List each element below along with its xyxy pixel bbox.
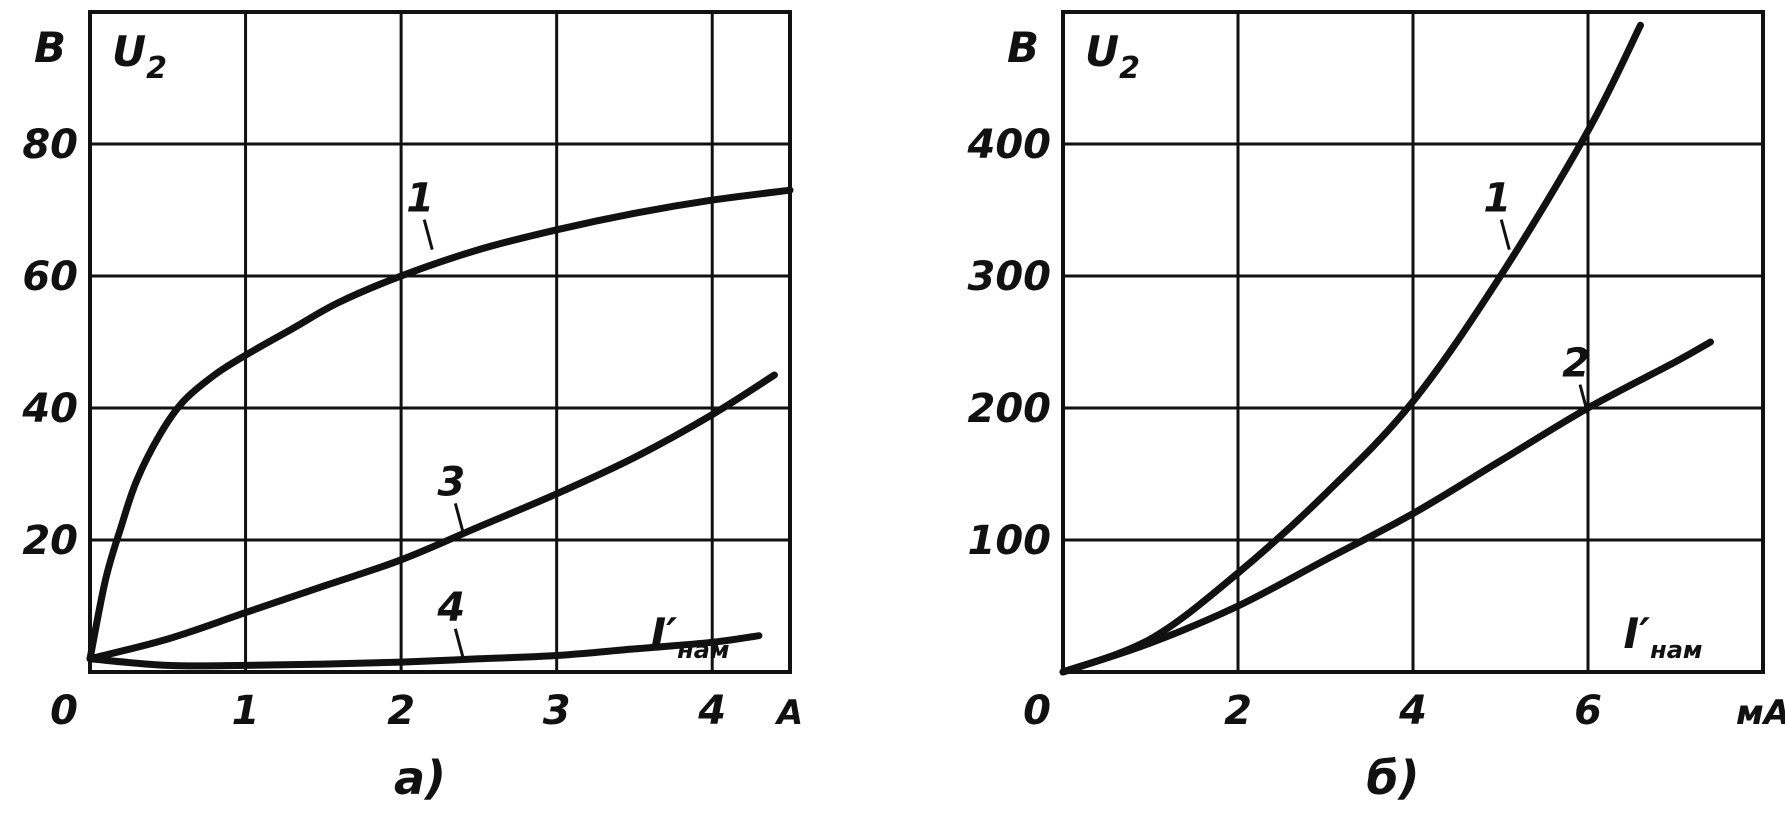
y-axis-symbol: U2 — [1085, 27, 1140, 86]
x-axis-symbol-main: I′ — [1623, 609, 1650, 658]
series-label-1: 1 — [1483, 176, 1511, 222]
y-tick-label: 200 — [968, 386, 1052, 432]
series-leader-2 — [1578, 384, 1590, 415]
x-tick-label: 4 — [1398, 688, 1427, 734]
y-unit-label: В — [1007, 23, 1039, 72]
y-tick-label: 400 — [967, 122, 1052, 168]
panel-label: б) — [1366, 751, 1419, 805]
series-line-4 — [86, 632, 763, 670]
y-tick-label: 60 — [22, 254, 78, 300]
x-unit-label: А — [774, 693, 803, 733]
y-tick-label: 80 — [22, 122, 78, 168]
y-tick-label: 300 — [968, 254, 1052, 300]
x-axis-symbol: I′нам — [1623, 609, 1702, 664]
series-label-1: 1 — [406, 176, 434, 222]
y-axis-symbol-sub: 2 — [146, 51, 167, 86]
x-tick-label: 3 — [543, 688, 571, 734]
series-line-2 — [1059, 338, 1714, 676]
y-axis-symbol-main: U — [1085, 27, 1119, 76]
x-unit-label: мА — [1736, 693, 1785, 733]
y-tick-label: 20 — [22, 518, 78, 564]
x-axis-symbol: I′нам — [650, 609, 729, 664]
x-tick-label: 2 — [1224, 688, 1252, 734]
x-tick-label: 4 — [697, 688, 726, 734]
y-axis-symbol-main: U — [112, 27, 146, 76]
series-line-3 — [86, 371, 778, 663]
series-label-4: 4 — [436, 585, 465, 631]
panel-label: a) — [394, 751, 446, 805]
grid — [1063, 12, 1763, 672]
y-unit-label: В — [34, 23, 66, 72]
origin-label: 0 — [1023, 688, 1051, 734]
x-tick-label: 6 — [1574, 688, 1602, 734]
series-leader-1 — [422, 219, 434, 250]
series-line-1 — [86, 186, 794, 663]
x-tick-label: 2 — [387, 688, 415, 734]
series-label-3: 3 — [437, 459, 465, 505]
plot-frame — [1061, 10, 1765, 674]
series-leader-3 — [453, 503, 465, 534]
y-axis-symbol-sub: 2 — [1119, 51, 1140, 86]
series-line-1 — [1059, 21, 1644, 676]
series-leader-4 — [453, 628, 465, 660]
plot-frame — [88, 10, 792, 674]
origin-label: 0 — [50, 688, 78, 734]
y-tick-label: 40 — [21, 386, 78, 432]
y-tick-label: 100 — [968, 518, 1052, 564]
grid — [90, 12, 790, 672]
x-tick-label: 1 — [232, 688, 260, 734]
series-leader-1 — [1499, 219, 1511, 250]
x-axis-symbol-sub: нам — [1650, 636, 1702, 664]
y-axis-symbol: U2 — [112, 27, 167, 86]
series-label-2: 2 — [1562, 341, 1590, 387]
